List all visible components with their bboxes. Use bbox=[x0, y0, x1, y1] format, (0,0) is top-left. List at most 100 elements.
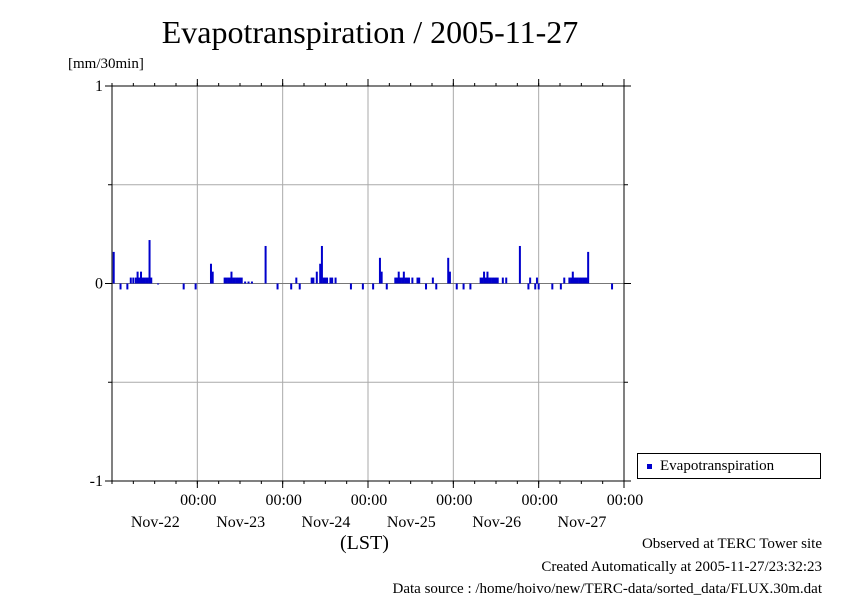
data-bar bbox=[230, 271, 233, 284]
data-bar bbox=[501, 277, 504, 284]
data-bar bbox=[496, 277, 499, 284]
data-bar bbox=[481, 277, 484, 284]
data-bar bbox=[235, 277, 238, 284]
data-bar bbox=[322, 277, 325, 284]
data-bar bbox=[141, 277, 144, 284]
x-tick-date-label: Nov-22 bbox=[131, 514, 180, 531]
x-tick-time-label: 00:00 bbox=[180, 492, 216, 509]
data-bar bbox=[223, 277, 226, 284]
data-bar bbox=[534, 283, 537, 290]
data-bar bbox=[264, 245, 267, 284]
data-bar bbox=[559, 283, 562, 290]
data-bar bbox=[401, 277, 404, 284]
data-bar bbox=[329, 277, 332, 284]
data-bar bbox=[319, 263, 322, 284]
data-bar bbox=[488, 277, 491, 284]
footer-observed: Observed at TERC Tower site bbox=[641, 536, 822, 552]
x-tick-date-label: Nov-25 bbox=[387, 514, 436, 531]
x-tick-time-label: 00:00 bbox=[607, 492, 643, 509]
data-bar bbox=[486, 271, 489, 284]
footer-created: Created Automatically at 2005-11-27/23:3… bbox=[541, 559, 822, 575]
data-bar bbox=[247, 281, 250, 284]
data-bar bbox=[537, 283, 540, 290]
legend-label: Evapotranspiration bbox=[660, 457, 775, 474]
data-bar bbox=[431, 277, 434, 284]
data-bar bbox=[611, 283, 614, 290]
data-bar bbox=[145, 277, 148, 284]
data-bar bbox=[563, 277, 566, 284]
data-bar bbox=[571, 271, 574, 284]
data-bar bbox=[126, 283, 129, 290]
data-bar bbox=[411, 277, 414, 284]
data-bar bbox=[143, 277, 146, 284]
y-tick-label: -1 bbox=[90, 473, 103, 490]
data-bar bbox=[406, 277, 409, 284]
data-bar bbox=[418, 277, 421, 284]
x-tick-date-label: Nov-26 bbox=[472, 514, 521, 531]
data-bar bbox=[320, 245, 323, 284]
data-bar bbox=[250, 281, 253, 284]
data-bar bbox=[112, 251, 115, 284]
data-bar bbox=[148, 240, 151, 284]
data-bar bbox=[129, 277, 132, 284]
data-bar bbox=[244, 281, 247, 284]
data-bar bbox=[290, 283, 293, 290]
x-tick-time-label: 00:00 bbox=[436, 492, 472, 509]
data-bar bbox=[394, 277, 397, 284]
data-bar bbox=[404, 277, 407, 284]
x-tick-date-label: Nov-23 bbox=[216, 514, 265, 531]
data-bar bbox=[573, 277, 576, 284]
data-bar bbox=[585, 277, 588, 284]
y-tick-label: 1 bbox=[95, 78, 103, 95]
data-bar bbox=[582, 277, 585, 284]
data-bar bbox=[380, 271, 383, 284]
data-bar bbox=[576, 277, 579, 284]
data-bar bbox=[132, 277, 135, 284]
data-bar bbox=[227, 277, 230, 284]
data-bar bbox=[397, 271, 400, 284]
data-bar bbox=[578, 277, 581, 284]
data-bar bbox=[136, 271, 139, 284]
data-bar bbox=[324, 277, 327, 284]
data-bar bbox=[399, 277, 402, 284]
data-bar bbox=[228, 277, 231, 284]
data-bar bbox=[140, 271, 143, 284]
data-bar bbox=[361, 283, 364, 290]
data-bar bbox=[570, 277, 573, 284]
data-bar bbox=[211, 271, 214, 284]
chart-legend: Evapotranspiration bbox=[637, 453, 821, 479]
data-bar bbox=[407, 277, 410, 284]
data-bar bbox=[326, 277, 329, 284]
data-bar bbox=[378, 257, 381, 284]
y-tick-label: 0 bbox=[95, 276, 103, 293]
data-bar bbox=[315, 271, 318, 284]
data-bar bbox=[435, 283, 438, 290]
data-bar bbox=[448, 271, 451, 284]
data-bar bbox=[182, 283, 185, 290]
data-bar bbox=[372, 283, 375, 290]
data-bar bbox=[529, 277, 532, 284]
data-bar bbox=[455, 283, 458, 290]
x-tick-time-label: 00:00 bbox=[265, 492, 301, 509]
data-bar bbox=[134, 277, 137, 284]
x-tick-time-label: 00:00 bbox=[521, 492, 557, 509]
data-bar bbox=[493, 277, 496, 284]
data-bar bbox=[209, 263, 212, 284]
data-bar bbox=[580, 277, 583, 284]
data-bar bbox=[157, 283, 160, 285]
data-bar bbox=[402, 271, 405, 284]
data-bar bbox=[334, 277, 337, 284]
data-bar bbox=[385, 283, 388, 290]
data-bar bbox=[462, 283, 465, 290]
data-bar bbox=[310, 277, 313, 284]
footer-source: Data source : /home/hoivo/new/TERC-data/… bbox=[392, 581, 823, 597]
data-bar bbox=[240, 277, 243, 284]
x-tick-time-label: 00:00 bbox=[351, 492, 387, 509]
chart-title: Evapotranspiration / 2005-11-27 bbox=[161, 14, 579, 50]
data-bar bbox=[119, 283, 122, 290]
data-bar bbox=[150, 277, 153, 284]
data-bar bbox=[232, 277, 235, 284]
data-bar bbox=[447, 257, 450, 284]
data-bar bbox=[469, 283, 472, 290]
data-bar bbox=[146, 277, 149, 284]
